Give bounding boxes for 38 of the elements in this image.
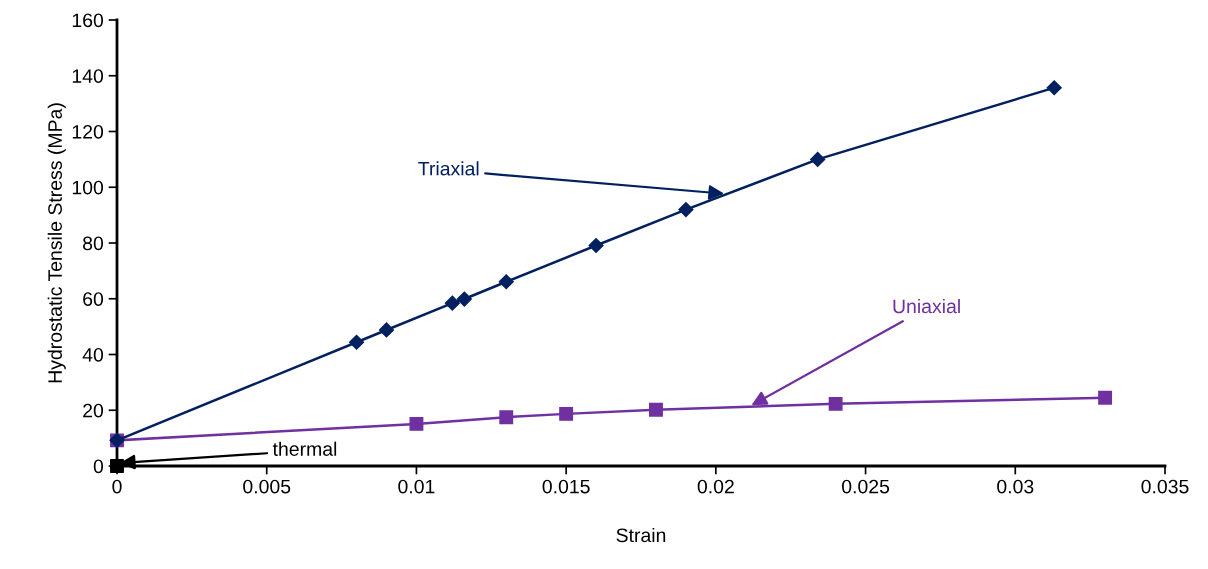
x-tick-label: 0.01 bbox=[398, 479, 435, 494]
y-axis-title: Hydrostatic Tensile Stress (MPa) bbox=[47, 103, 66, 383]
text: Triaxial bbox=[418, 161, 479, 176]
x-tick-label: 0.015 bbox=[542, 479, 590, 494]
y-tick-label: 60 bbox=[83, 292, 104, 306]
point bbox=[444, 295, 460, 311]
y-tick-label: 160 bbox=[72, 13, 104, 28]
point bbox=[828, 396, 843, 411]
x-tick-label: 0.03 bbox=[997, 479, 1034, 494]
y-tick-label: 120 bbox=[72, 124, 104, 139]
point bbox=[1046, 80, 1062, 96]
point bbox=[348, 334, 365, 350]
x-axis-title: Strain bbox=[616, 527, 666, 543]
point bbox=[378, 322, 395, 338]
text: Uniaxial bbox=[893, 298, 960, 314]
point bbox=[678, 201, 694, 218]
x-tick-label: 0.025 bbox=[842, 479, 890, 494]
point bbox=[110, 459, 124, 473]
point bbox=[1098, 390, 1113, 405]
point bbox=[588, 237, 604, 254]
x-tick-label: 0.005 bbox=[243, 479, 291, 494]
y-tick-label: 100 bbox=[72, 180, 104, 195]
point bbox=[409, 416, 424, 431]
x-tick-label: 0 bbox=[112, 479, 122, 494]
y-tick-label: 80 bbox=[83, 236, 104, 251]
point bbox=[498, 274, 514, 290]
y-tick-label: 140 bbox=[72, 69, 104, 83]
y-tick-label: 20 bbox=[83, 403, 104, 418]
point bbox=[456, 291, 472, 307]
x-tick-label: 0.02 bbox=[697, 479, 734, 494]
point bbox=[649, 402, 663, 417]
point bbox=[559, 406, 574, 421]
point bbox=[499, 410, 514, 425]
y-tick-label: 40 bbox=[82, 347, 104, 362]
text: thermal bbox=[272, 441, 337, 456]
point bbox=[810, 151, 826, 167]
x-tick-label: 0.035 bbox=[1141, 479, 1189, 494]
y-tick-label: 0 bbox=[93, 459, 104, 474]
